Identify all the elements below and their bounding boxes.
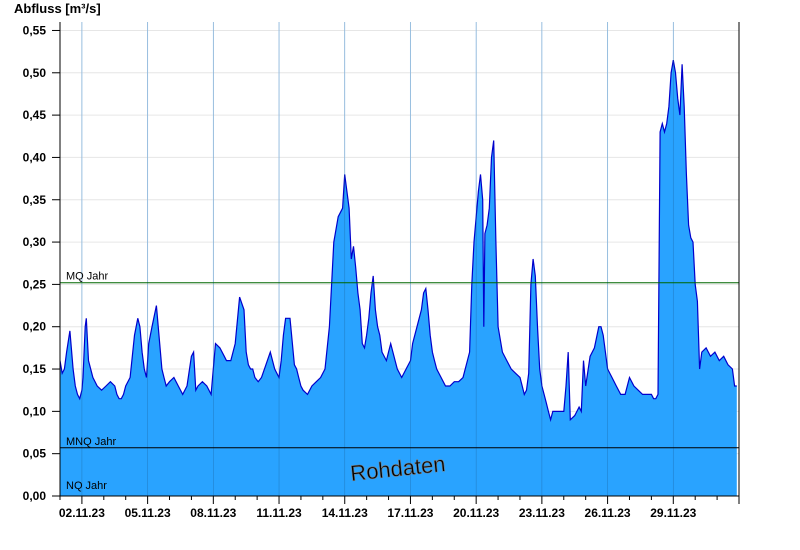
discharge-area (60, 60, 737, 496)
y-tick-label: 0,20 (23, 320, 47, 334)
reference-line-label: NQ Jahr (66, 480, 107, 492)
y-tick-label: 0,55 (23, 23, 47, 37)
x-tick-label: 14.11.23 (322, 506, 368, 520)
x-tick-label: 26.11.23 (585, 506, 631, 520)
y-tick-label: 0,25 (23, 277, 47, 291)
x-tick-label: 20.11.23 (453, 506, 499, 520)
x-tick-label: 17.11.23 (387, 506, 433, 520)
y-tick-label: 0,00 (23, 489, 47, 503)
x-tick-label: 02.11.23 (59, 506, 105, 520)
y-tick-label: 0,15 (23, 362, 47, 376)
y-axis-title: Abfluss [m³/s] (14, 1, 101, 16)
y-tick-label: 0,05 (23, 447, 47, 461)
x-tick-label: 29.11.23 (650, 506, 696, 520)
y-tick-label: 0,10 (23, 404, 47, 418)
reference-line-label: MNQ Jahr (66, 436, 116, 448)
x-tick-labels: 02.11.23 05.11.23 08.11.23 11.11.23 14.11.23… (59, 496, 740, 520)
y-tick-label: 0,35 (23, 193, 47, 207)
y-tick-labels: 0,00 0,05 0,10 0,15 0,20 0,25 0,30 0,35 0,40 0,45… (23, 23, 60, 503)
discharge-line (59, 59, 737, 423)
x-tick-label: 05.11.23 (125, 506, 171, 520)
y-tick-label: 0,45 (23, 108, 47, 122)
y-tick-label: 0,30 (23, 235, 47, 249)
reference-line-label: MQ Jahr (66, 271, 109, 283)
x-tick-label: 08.11.23 (190, 506, 236, 520)
reference-lines: MQ Jahr MNQ Jahr NQ Jahr (60, 22, 739, 496)
axes (59, 22, 740, 497)
y-tick-label: 0,40 (23, 150, 47, 164)
x-tick-label: 11.11.23 (256, 506, 302, 520)
y-tick-label: 0,50 (23, 66, 47, 80)
x-tick-label: 23.11.23 (519, 506, 565, 520)
